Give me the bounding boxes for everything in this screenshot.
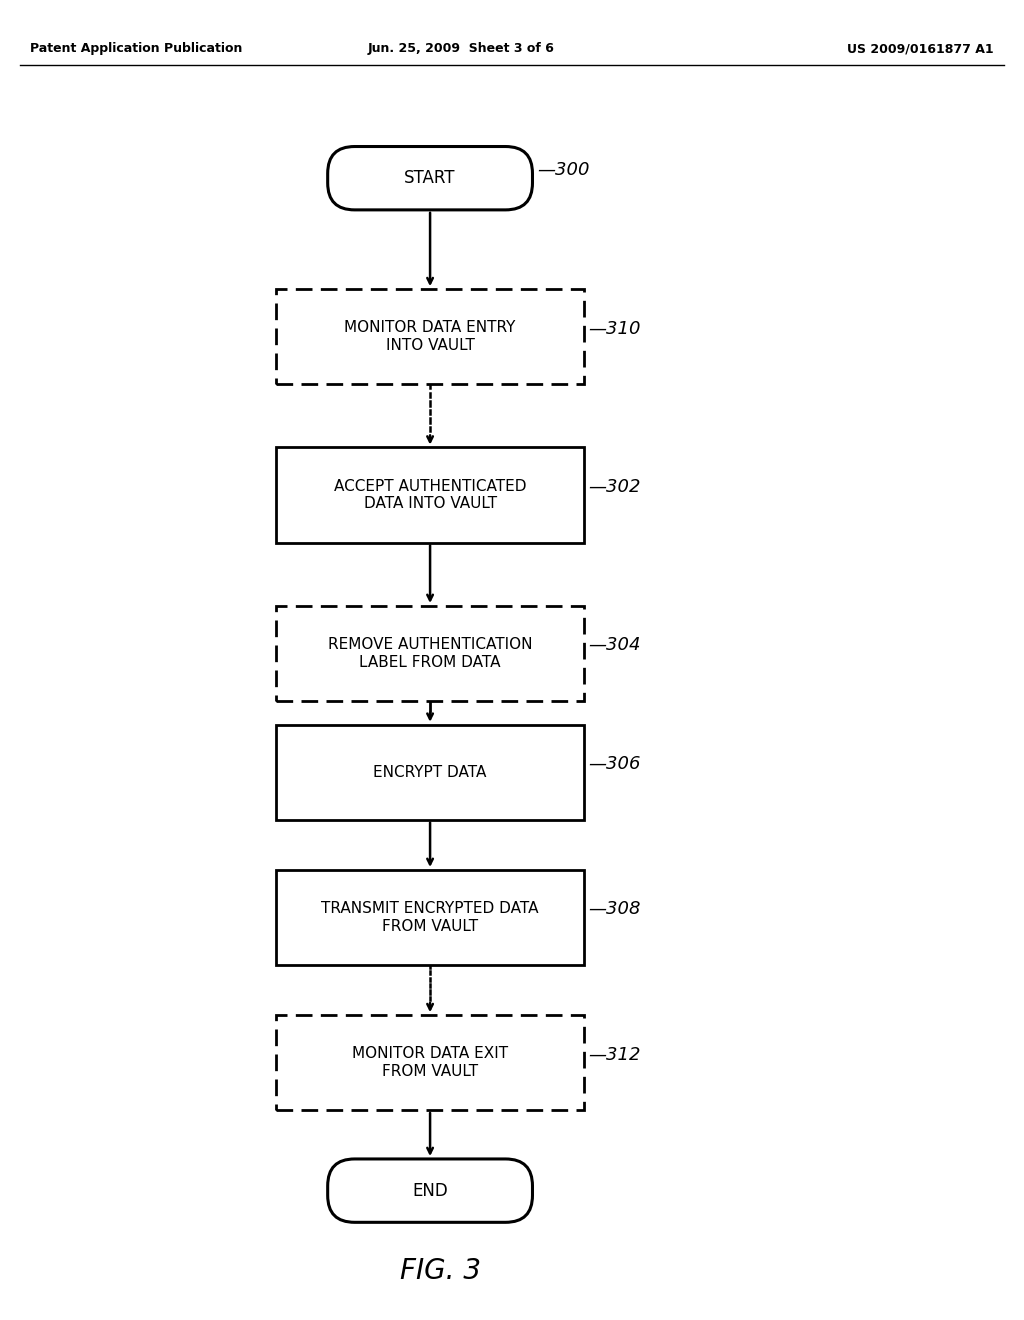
Text: FIG. 3: FIG. 3 — [400, 1257, 481, 1284]
Text: —312: —312 — [589, 1045, 641, 1064]
Text: MONITOR DATA EXIT
FROM VAULT: MONITOR DATA EXIT FROM VAULT — [352, 1047, 508, 1078]
Bar — [276, 1015, 584, 1110]
FancyBboxPatch shape — [328, 147, 532, 210]
Text: —306: —306 — [589, 755, 641, 774]
Bar — [276, 725, 584, 820]
Bar — [276, 870, 584, 965]
FancyBboxPatch shape — [328, 1159, 532, 1222]
Text: ENCRYPT DATA: ENCRYPT DATA — [374, 764, 486, 780]
Text: —304: —304 — [589, 636, 641, 655]
Text: Jun. 25, 2009  Sheet 3 of 6: Jun. 25, 2009 Sheet 3 of 6 — [368, 42, 554, 55]
Text: Patent Application Publication: Patent Application Publication — [30, 42, 243, 55]
Text: US 2009/0161877 A1: US 2009/0161877 A1 — [848, 42, 994, 55]
Bar — [276, 289, 584, 384]
Text: START: START — [404, 169, 456, 187]
Bar — [276, 447, 584, 543]
Text: —308: —308 — [589, 900, 641, 919]
Text: —302: —302 — [589, 478, 641, 496]
Text: ACCEPT AUTHENTICATED
DATA INTO VAULT: ACCEPT AUTHENTICATED DATA INTO VAULT — [334, 479, 526, 511]
Text: —310: —310 — [589, 319, 641, 338]
Text: —300: —300 — [538, 161, 590, 180]
Text: END: END — [413, 1181, 447, 1200]
Text: TRANSMIT ENCRYPTED DATA
FROM VAULT: TRANSMIT ENCRYPTED DATA FROM VAULT — [322, 902, 539, 933]
Bar — [276, 606, 584, 701]
Text: REMOVE AUTHENTICATION
LABEL FROM DATA: REMOVE AUTHENTICATION LABEL FROM DATA — [328, 638, 532, 669]
Text: MONITOR DATA ENTRY
INTO VAULT: MONITOR DATA ENTRY INTO VAULT — [344, 321, 516, 352]
